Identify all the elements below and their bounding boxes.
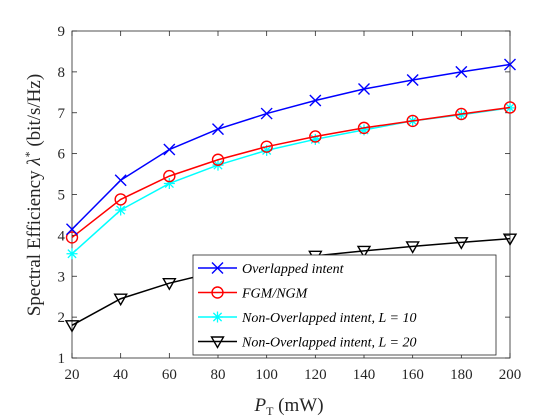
- data-point: [503, 101, 517, 114]
- data-point: [66, 248, 78, 260]
- y-tick-label: 2: [58, 310, 66, 326]
- y-tick-label: 6: [58, 147, 66, 163]
- data-point: [113, 293, 128, 307]
- data-point: [357, 121, 371, 135]
- plot-area: 20 40 60 80 100 120 140 160 180 200 1 2 3 4 5 6 7 8 9 Overl…: [58, 24, 522, 383]
- legend: Overlapped intent FGM/NGM Non-Overlapped i…: [192, 254, 497, 356]
- x-tick-label: 140: [353, 367, 376, 383]
- y-tick-label: 1: [58, 351, 66, 367]
- data-point: [65, 231, 79, 244]
- data-point: [455, 65, 468, 78]
- y-tick-label: 7: [58, 106, 66, 122]
- data-point: [309, 133, 321, 145]
- x-axis-title: PT (mW): [253, 395, 323, 418]
- y-axis-title: Spectral Efficiency λ* (bit/s/Hz): [22, 74, 45, 316]
- data-point: [356, 245, 372, 259]
- legend-label: Non-Overlapped intent, L = 20: [241, 336, 416, 351]
- legend-box: [192, 254, 497, 356]
- x-tick-label: 180: [450, 367, 473, 383]
- legend-marker: [211, 262, 224, 274]
- data-point: [309, 94, 322, 107]
- legend-item: FGM/NGM: [198, 286, 309, 302]
- legend-item: Overlapped intent: [198, 262, 345, 277]
- legend-marker: [210, 336, 225, 349]
- series-0: [66, 58, 516, 236]
- data-point: [163, 143, 176, 156]
- series-line: [71, 106, 511, 239]
- y-tick-label: 9: [58, 24, 66, 40]
- legend-item: Non-Overlapped intent, L = 10: [198, 311, 416, 326]
- x-tick-label: 40: [113, 367, 128, 383]
- data-point: [502, 233, 518, 247]
- legend-marker: [212, 311, 223, 323]
- data-point: [114, 174, 127, 187]
- x-tick-label: 20: [65, 367, 80, 383]
- data-point: [114, 193, 127, 206]
- data-point: [260, 140, 273, 153]
- x-tick-label: 60: [162, 367, 177, 383]
- x-tick-label: 120: [304, 367, 327, 383]
- data-point: [406, 74, 419, 87]
- data-point: [115, 204, 127, 216]
- y-tick-label: 8: [58, 65, 66, 81]
- data-point: [455, 109, 467, 121]
- data-point: [64, 320, 80, 333]
- x-tick-label: 200: [499, 367, 522, 383]
- data-point: [406, 114, 419, 128]
- series-1: [65, 101, 517, 244]
- y-tick-label: 4: [58, 228, 66, 244]
- data-point: [260, 107, 273, 120]
- data-point: [405, 241, 420, 254]
- y-tick-label: 3: [58, 269, 66, 285]
- data-point: [212, 123, 224, 136]
- data-point: [211, 153, 225, 166]
- data-point: [163, 169, 176, 183]
- x-tick-label: 80: [211, 367, 226, 383]
- x-tick-label: 100: [255, 367, 278, 383]
- data-point: [309, 130, 322, 143]
- data-point: [66, 223, 78, 236]
- legend-item: Non-Overlapped intent, L = 20: [198, 336, 416, 351]
- legend-label: FGM/NGM: [241, 287, 309, 302]
- svg-text:PT (mW): PT (mW): [253, 395, 323, 418]
- data-point: [163, 177, 175, 189]
- legend-label: Overlapped intent: [242, 262, 345, 277]
- legend-marker: [211, 286, 224, 299]
- y-tick-label: 5: [58, 188, 66, 204]
- data-point: [455, 107, 468, 121]
- data-point: [358, 124, 370, 136]
- svg-text:Spectral Efficiency λ* (bit/s/: Spectral Efficiency λ* (bit/s/Hz): [22, 74, 45, 316]
- data-point: [504, 58, 516, 71]
- series-line: [71, 63, 511, 230]
- legend-label: Non-Overlapped intent, L = 10: [241, 311, 416, 326]
- x-tick-label: 160: [401, 367, 424, 383]
- data-point: [162, 277, 177, 291]
- data-point: [358, 83, 370, 96]
- data-point: [454, 237, 469, 250]
- data-point: [261, 144, 273, 156]
